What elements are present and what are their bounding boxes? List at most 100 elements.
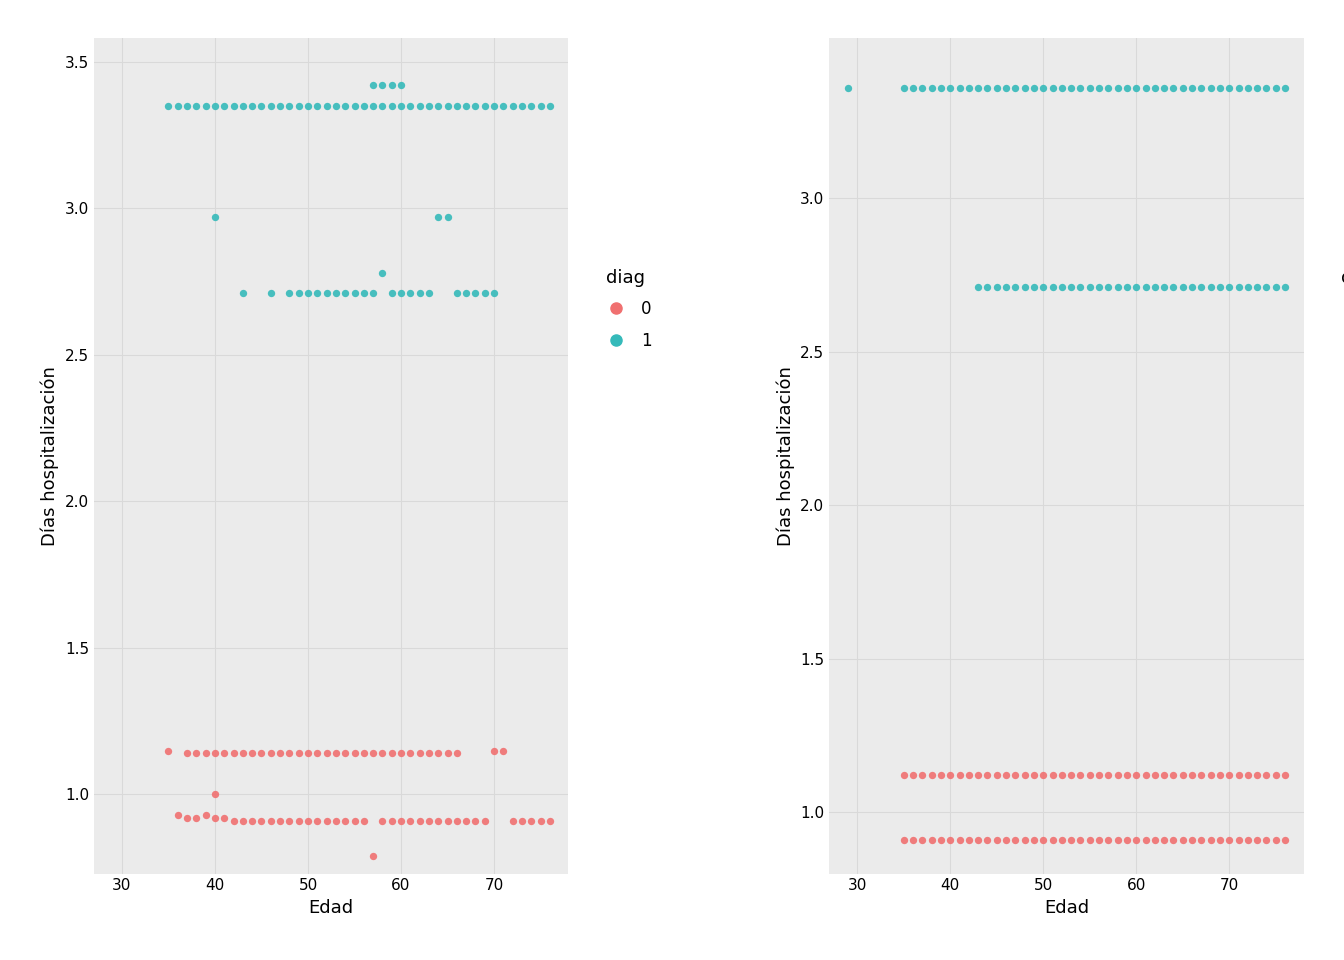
Point <box>977 80 999 95</box>
Point <box>1236 279 1258 295</box>
Point <box>1089 80 1110 95</box>
Point <box>380 286 402 301</box>
Y-axis label: Días hospitalización: Días hospitalización <box>40 366 59 546</box>
Point <box>1246 279 1267 295</box>
Point <box>185 746 207 761</box>
Point <box>1051 832 1073 848</box>
Point <box>1089 279 1110 295</box>
Point <box>930 832 952 848</box>
Point <box>1265 768 1286 783</box>
Point <box>1032 279 1054 295</box>
Point <box>1265 279 1286 295</box>
Point <box>996 80 1017 95</box>
Point <box>1153 832 1175 848</box>
Point <box>278 98 300 113</box>
Point <box>1181 768 1203 783</box>
Point <box>363 98 384 113</box>
Point <box>1117 832 1138 848</box>
Point <box>1246 768 1267 783</box>
Point <box>390 746 411 761</box>
Point <box>195 807 216 823</box>
Point <box>418 746 439 761</box>
Point <box>446 286 468 301</box>
Point <box>986 80 1008 95</box>
Point <box>1042 832 1063 848</box>
Point <box>204 209 226 225</box>
Point <box>1181 279 1203 295</box>
Point <box>1181 832 1203 848</box>
Point <box>1060 80 1082 95</box>
Point <box>1070 768 1091 783</box>
Point <box>306 286 328 301</box>
Point <box>1070 80 1091 95</box>
Point <box>372 746 394 761</box>
Point <box>1134 80 1156 95</box>
Point <box>1079 80 1101 95</box>
Point <box>1219 768 1241 783</box>
Point <box>335 746 356 761</box>
Point <box>288 286 309 301</box>
Point <box>325 746 347 761</box>
Point <box>1191 768 1212 783</box>
Point <box>1079 279 1101 295</box>
Point <box>1219 832 1241 848</box>
Point <box>316 746 337 761</box>
Point <box>344 813 366 828</box>
Point <box>185 810 207 826</box>
Point <box>1013 80 1035 95</box>
Point <box>157 98 179 113</box>
Point <box>372 813 394 828</box>
Point <box>492 98 513 113</box>
Point <box>977 279 999 295</box>
Point <box>242 98 263 113</box>
Point <box>968 80 989 95</box>
Point <box>958 768 980 783</box>
Point <box>1107 832 1129 848</box>
Point <box>1255 80 1277 95</box>
Point <box>1144 768 1165 783</box>
Point <box>1153 768 1175 783</box>
Point <box>335 813 356 828</box>
Point <box>399 286 421 301</box>
Point <box>1079 768 1101 783</box>
Point <box>484 743 505 758</box>
Point <box>418 286 439 301</box>
Point <box>325 813 347 828</box>
Point <box>344 746 366 761</box>
Point <box>530 813 551 828</box>
Point <box>195 746 216 761</box>
Point <box>409 286 430 301</box>
Point <box>1098 832 1120 848</box>
Point <box>1089 832 1110 848</box>
Point <box>1042 768 1063 783</box>
Point <box>520 98 542 113</box>
Point <box>204 787 226 803</box>
Point <box>1200 832 1222 848</box>
Point <box>1004 768 1025 783</box>
Point <box>492 743 513 758</box>
Point <box>1228 832 1250 848</box>
Point <box>1144 279 1165 295</box>
Point <box>344 98 366 113</box>
Point <box>259 746 281 761</box>
Point <box>1125 832 1146 848</box>
Point <box>539 813 560 828</box>
Point <box>1134 832 1156 848</box>
Point <box>214 98 235 113</box>
Point <box>1246 832 1267 848</box>
Point <box>949 768 970 783</box>
Point <box>1023 80 1044 95</box>
Point <box>1144 80 1165 95</box>
Point <box>968 832 989 848</box>
Point <box>930 768 952 783</box>
Point <box>437 209 458 225</box>
Point <box>986 279 1008 295</box>
Point <box>1172 768 1193 783</box>
Point <box>269 98 290 113</box>
Point <box>278 286 300 301</box>
Point <box>204 810 226 826</box>
Point <box>1032 832 1054 848</box>
Point <box>278 746 300 761</box>
Point <box>1070 279 1091 295</box>
Point <box>1265 832 1286 848</box>
